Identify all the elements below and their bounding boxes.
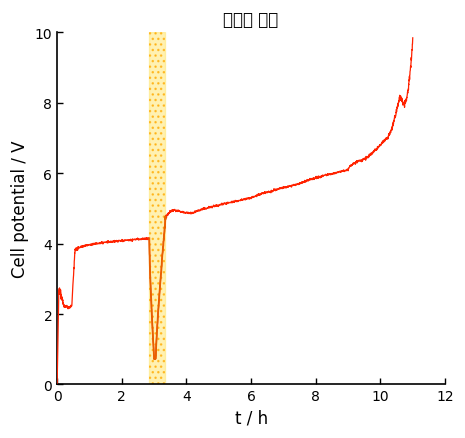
- Title: 전해질 교체: 전해질 교체: [224, 11, 279, 29]
- Bar: [149, 33, 166, 385]
- Bar: [149, 33, 166, 385]
- Y-axis label: Cell potential / V: Cell potential / V: [11, 141, 29, 278]
- X-axis label: t / h: t / h: [234, 409, 268, 427]
